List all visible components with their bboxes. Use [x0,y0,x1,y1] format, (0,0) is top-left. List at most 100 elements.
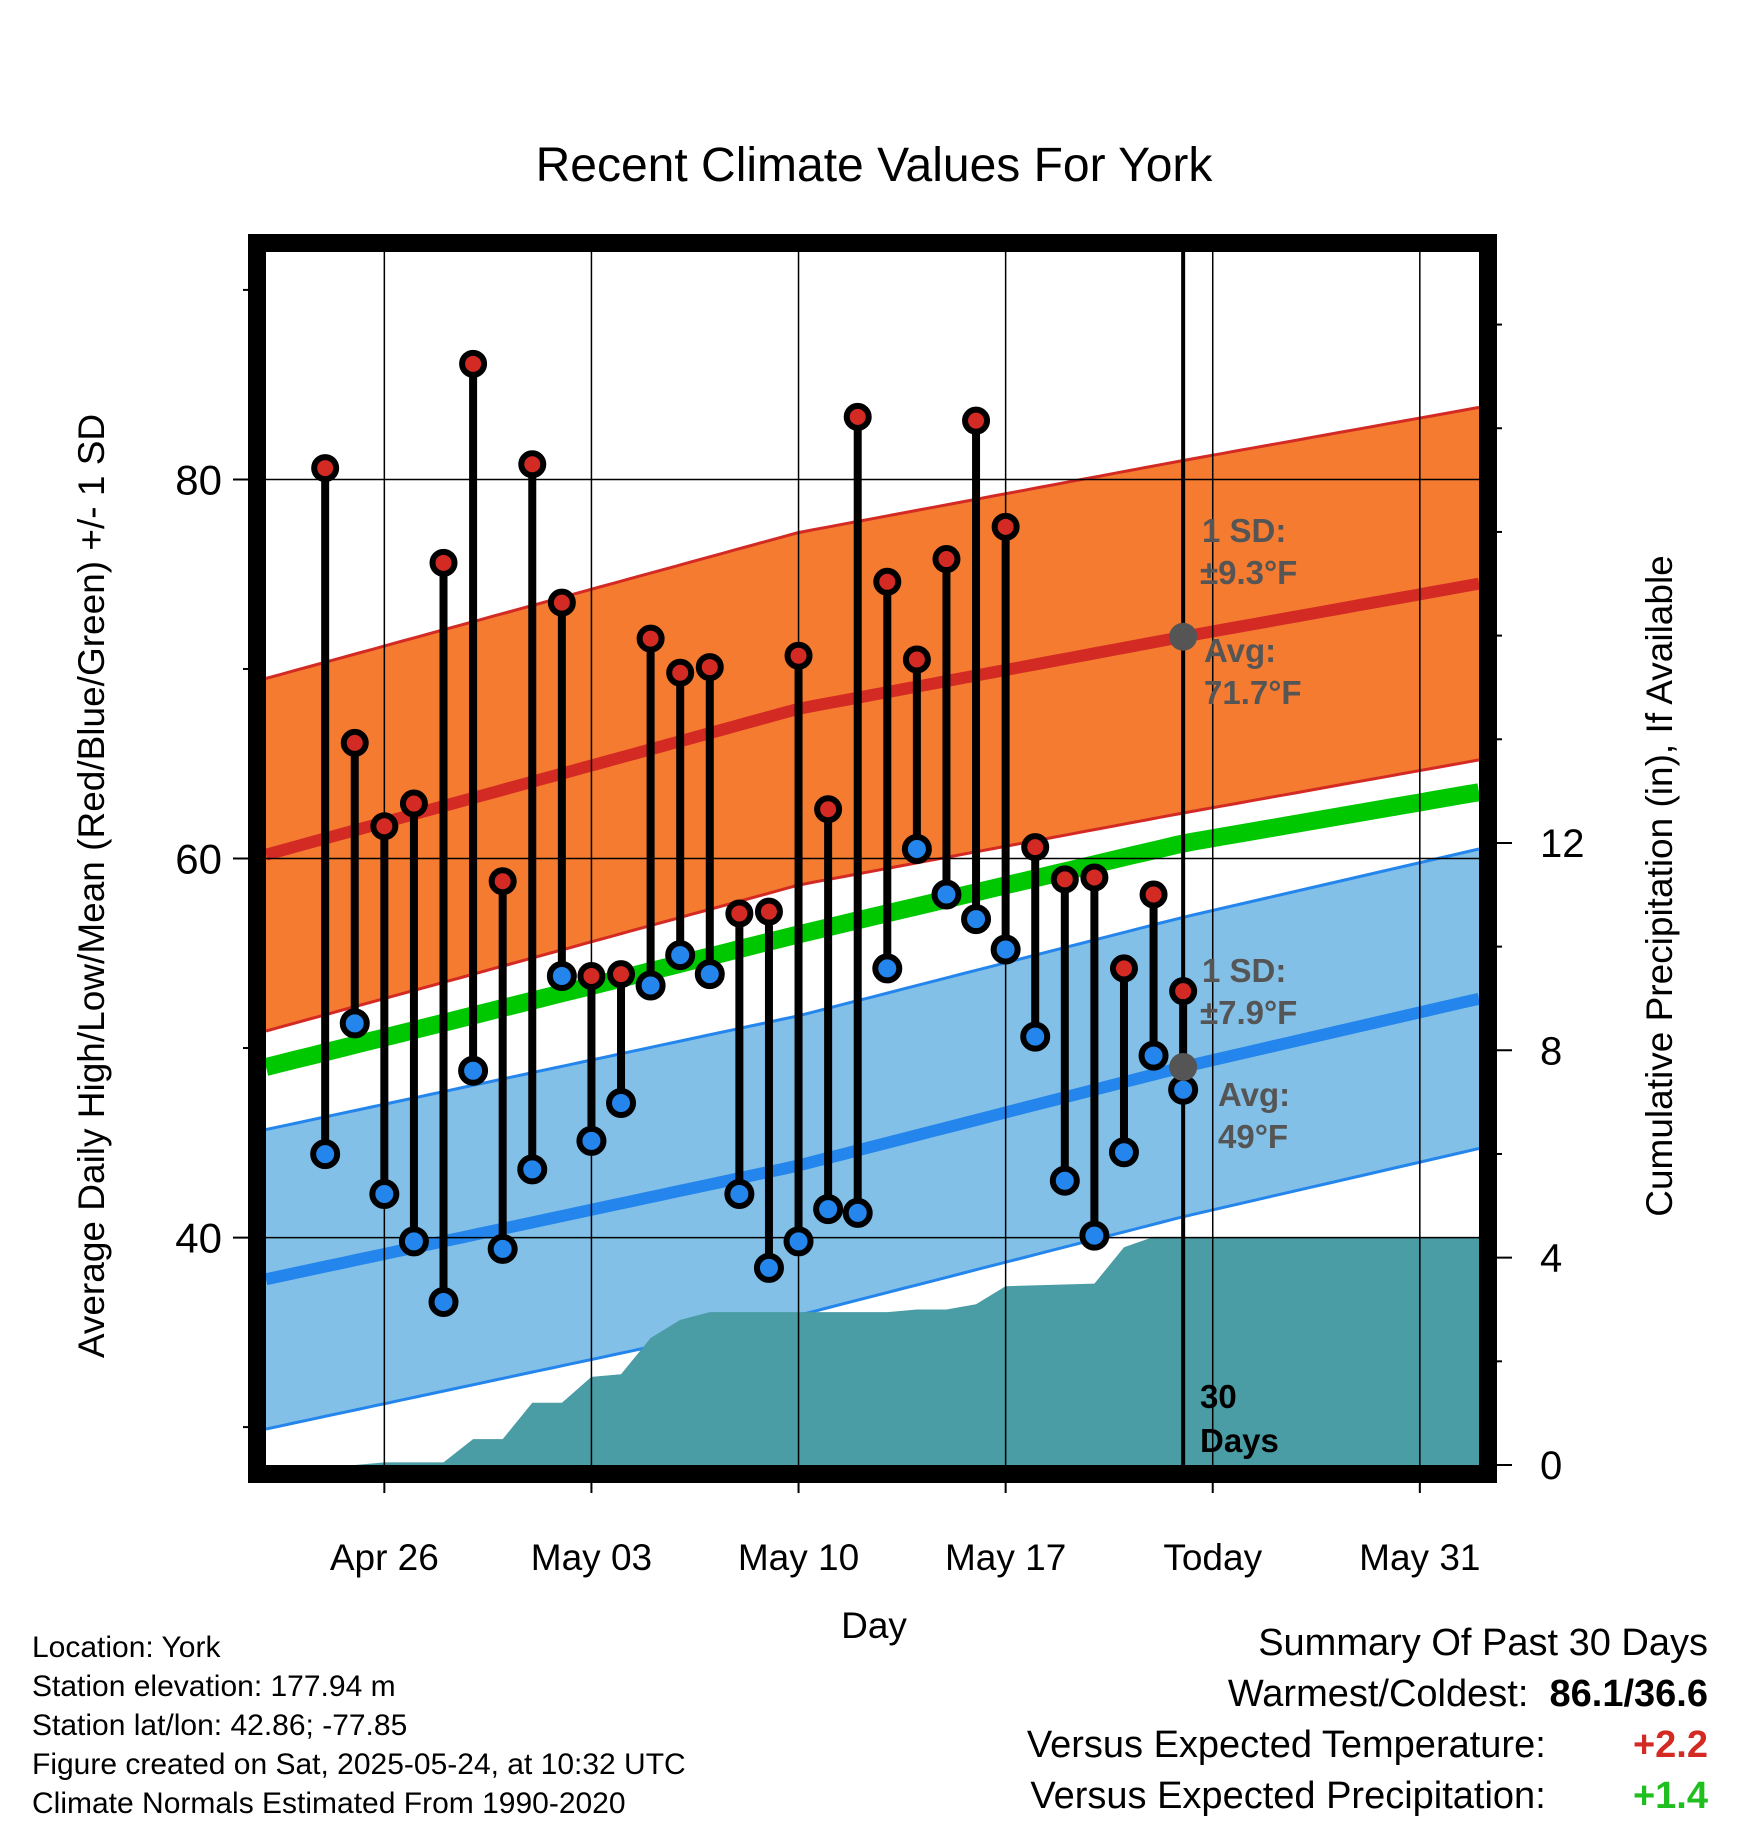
normals-text: Climate Normals Estimated From 1990-2020 [32,1787,626,1820]
window-days-unit: Days [1200,1422,1279,1459]
daily-low-point [961,904,992,935]
daily-low-point [665,940,696,971]
daily-low-point [517,1154,548,1185]
high-avg-value: 71.7°F [1204,674,1302,711]
daily-high-point [429,548,458,577]
daily-high-point [1169,977,1198,1006]
daily-low-point [546,961,577,992]
high-sd-upper-edge [266,405,1479,680]
daily-low-point [1108,1137,1139,1168]
today-high-normal-marker [1169,622,1198,651]
y-tick-label: 60 [175,836,222,883]
x-tick-label: Today [1163,1537,1262,1578]
x-tick-label: May 17 [945,1537,1066,1578]
chart-title: Recent Climate Values For York [535,139,1213,192]
y2-tick-label: 0 [1540,1444,1562,1488]
daily-low-point [635,970,666,1001]
y2-tick-label: 4 [1540,1237,1562,1281]
y2-tick-label: 12 [1540,822,1585,866]
daily-low-point [931,879,962,910]
daily-low-point [398,1226,429,1257]
normal-high-line [266,577,1479,861]
temp-value: +2.2 [1632,1724,1708,1766]
daily-high-point [340,728,369,757]
low-sd-lower-edge [266,1147,1479,1431]
low-avg-label: Avg: [1218,1076,1290,1113]
warmest-label: Warmest/Coldest: [1227,1673,1529,1715]
y2-tick-label: 8 [1540,1029,1562,1073]
normal-mean-line [266,783,1479,1076]
daily-high-point [547,588,576,617]
x-tick-label: May 10 [738,1537,859,1578]
daily-high-point [311,454,340,483]
window-days-value: 30 [1200,1378,1237,1415]
daily-low-point [310,1139,341,1170]
daily-high-point [1139,880,1168,909]
x-tick-label: May 03 [531,1537,652,1578]
high-sd-lower-edge [266,758,1479,1033]
summary-heading: Summary Of Past 30 Days [1258,1622,1708,1664]
summary-panel: Summary Of Past 30 Days Warmest/Coldest:… [1027,1618,1708,1822]
daily-high-point [932,545,961,574]
x-tick-label: May 31 [1359,1537,1480,1578]
daily-low-point [576,1125,607,1156]
daily-high-point [636,624,665,653]
cumulative-precip-area [354,1236,1479,1465]
daily-low-point [339,1008,370,1039]
daily-low-point [606,1087,637,1118]
daily-low-point [1020,1021,1051,1052]
daily-high-point [962,406,991,435]
daily-low-point [901,834,932,865]
created-text: Figure created on Sat, 2025-05-24, at 10… [32,1748,686,1781]
daily-high-point [725,899,754,928]
low-sd-upper-edge [266,847,1479,1131]
summary-warmest-row: Warmest/Coldest: 86.1/36.6 [1027,1669,1708,1720]
daily-low-point [842,1197,873,1228]
daily-high-point [518,450,547,479]
elevation-text: Station elevation: 177.94 m [32,1670,396,1703]
y-tick-label: 80 [175,456,222,503]
daily-high-point [459,349,488,378]
summary-precip-row: Versus Expected Precipitation: +1.4 [1027,1771,1708,1822]
daily-high-point [577,962,606,991]
high-sd-value: ±9.3°F [1200,554,1297,591]
daily-low-point [724,1178,755,1209]
daily-low-point [369,1178,400,1209]
daily-low-point [813,1194,844,1225]
daily-high-point [1050,865,1079,894]
low-sd-value: ±7.9°F [1200,994,1297,1031]
daily-low-point [694,959,725,990]
daily-low-point [990,934,1021,965]
daily-high-point [754,897,783,926]
daily-low-point [1049,1165,1080,1196]
daily-low-point [1138,1040,1169,1071]
daily-low-point [872,953,903,984]
daily-high-point [991,512,1020,541]
daily-high-point [399,789,428,818]
daily-high-point [1080,863,1109,892]
daily-high-point [873,567,902,596]
daily-high-point [488,867,517,896]
daily-high-point [814,795,843,824]
normal-low-line [266,992,1479,1286]
daily-high-point [370,812,399,841]
daily-high-point [843,402,872,431]
daily-high-point [1109,954,1138,983]
x-tick-label: Apr 26 [330,1537,439,1578]
daily-low-point [1168,1074,1199,1105]
y-tick-label: 40 [175,1215,222,1262]
high-sd-band [266,407,1479,1031]
daily-high-point [666,658,695,687]
daily-low-point [428,1287,459,1318]
today-low-normal-marker [1169,1052,1198,1081]
latlon-text: Station lat/lon: 42.86; -77.85 [32,1709,408,1742]
temp-label: Versus Expected Temperature: [1026,1724,1546,1766]
summary-temp-row: Versus Expected Temperature: +2.2 [1027,1720,1708,1771]
daily-high-point [784,641,813,670]
daily-high-point [902,645,931,674]
warmest-value: 86.1/36.6 [1549,1673,1708,1715]
low-sd-label: 1 SD: [1202,952,1286,989]
daily-low-point [753,1252,784,1283]
location-text: Location: York [32,1631,221,1664]
